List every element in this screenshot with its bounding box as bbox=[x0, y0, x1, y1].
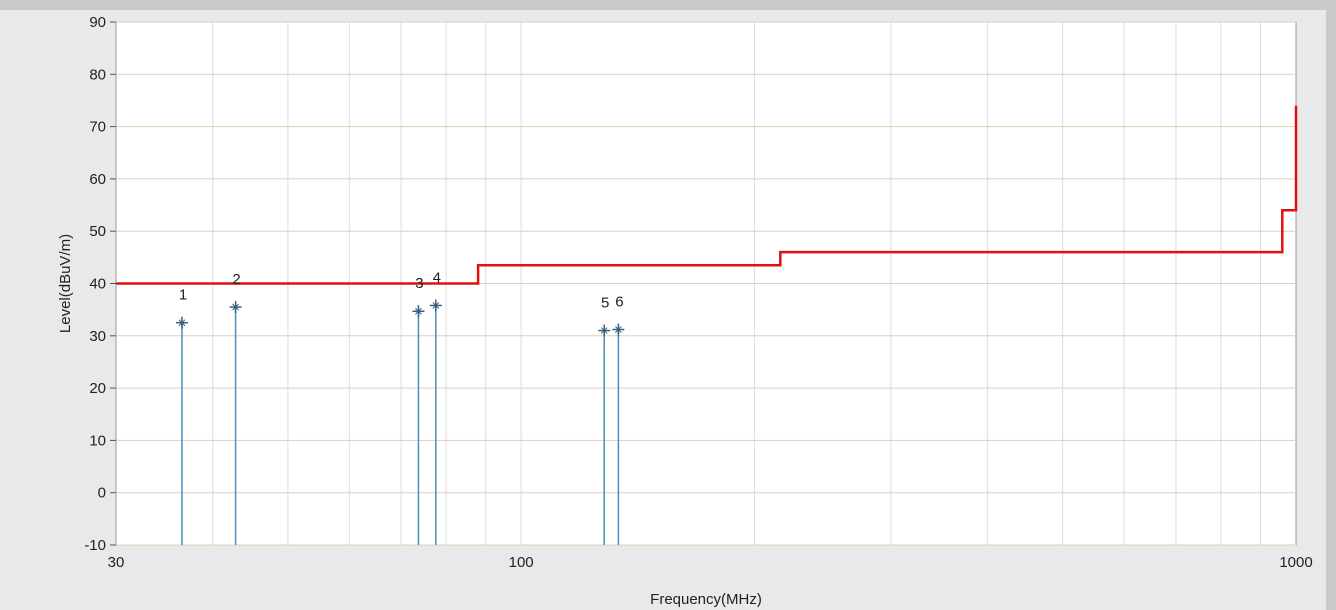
y-tick-label: 90 bbox=[89, 14, 106, 31]
grid bbox=[116, 21, 1296, 546]
x-axis-title: Frequency(MHz) bbox=[650, 591, 762, 608]
y-axis-title: Level(dBuV/m) bbox=[57, 234, 74, 333]
y-tick-label: 50 bbox=[89, 223, 106, 240]
marker-label: 2 bbox=[232, 271, 240, 288]
marker-point bbox=[229, 301, 242, 314]
y-tick-label: 80 bbox=[89, 66, 106, 83]
marker-series bbox=[175, 299, 625, 545]
y-tick-label: 0 bbox=[98, 485, 106, 502]
chart-frame-right bbox=[1326, 0, 1336, 610]
x-axis-ticks: 30 100 1000 bbox=[108, 554, 1313, 571]
marker-label: 1 bbox=[179, 287, 187, 304]
chart-frame-top bbox=[0, 0, 1336, 10]
marker-label: 3 bbox=[415, 275, 423, 292]
marker-label: 4 bbox=[433, 269, 441, 286]
limit-line bbox=[116, 105, 1298, 285]
marker-label: 5 bbox=[601, 295, 609, 312]
y-tick-label: -10 bbox=[84, 537, 106, 554]
y-tick-label: 70 bbox=[89, 119, 106, 136]
y-tick-label: 60 bbox=[89, 171, 106, 188]
x-tick-label: 30 bbox=[108, 554, 125, 571]
y-tick-label: 10 bbox=[89, 432, 106, 449]
marker-labels: 12 3 45 6 bbox=[179, 269, 624, 311]
marker-point bbox=[412, 305, 425, 318]
marker-point bbox=[429, 299, 442, 312]
marker-point bbox=[612, 323, 625, 336]
marker-label: 6 bbox=[615, 294, 623, 311]
marker-point bbox=[598, 324, 611, 337]
y-tick-label: 40 bbox=[89, 276, 106, 293]
y-tick-label: 30 bbox=[89, 328, 106, 345]
x-tick-label: 1000 bbox=[1279, 554, 1312, 571]
y-axis-ticks: -10 0 10 20 30 40 50 60 70 80 90 bbox=[84, 14, 116, 554]
y-tick-label: 20 bbox=[89, 380, 106, 397]
x-tick-label: 100 bbox=[509, 554, 534, 571]
marker-point bbox=[175, 316, 188, 329]
